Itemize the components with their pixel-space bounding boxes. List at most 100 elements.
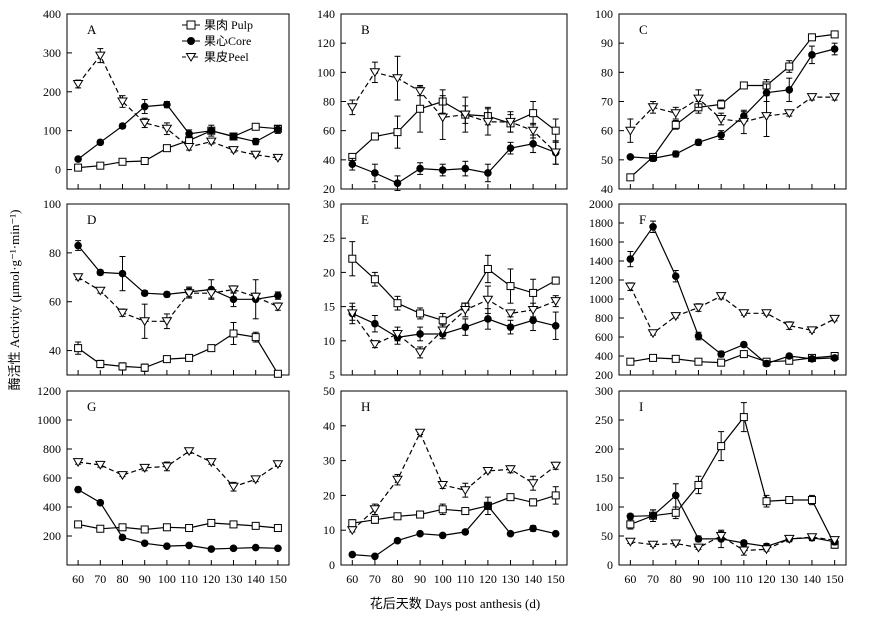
series-line: [352, 312, 556, 339]
data-point-pulp: [551, 491, 560, 500]
series-line: [352, 143, 556, 184]
data-point-core: [529, 139, 537, 148]
y-tick-label: 5: [329, 368, 335, 382]
y-tick-label: 100: [595, 500, 613, 514]
data-point-pulp: [185, 524, 194, 533]
legend-marker-peel: [185, 53, 197, 62]
data-point-core: [96, 268, 105, 277]
data-point-peel: [250, 150, 262, 160]
data-point-peel: [482, 117, 494, 127]
series-peel: [625, 282, 840, 339]
y-tick-label: 400: [43, 7, 61, 21]
y-tick-label: 400: [43, 500, 61, 514]
data-point-peel: [272, 302, 284, 312]
y-tick-label: 1200: [589, 273, 613, 287]
data-point-core: [163, 100, 171, 109]
y-tick-label: 200: [43, 529, 61, 543]
data-point-peel: [459, 306, 471, 315]
data-point-pulp: [438, 505, 447, 514]
x-tick-label: 110: [180, 572, 198, 586]
data-point-core: [140, 289, 149, 297]
x-tick-label: 150: [547, 572, 565, 586]
x-tick-label: 90: [692, 572, 704, 586]
data-point-core: [393, 536, 402, 545]
series-core: [626, 220, 839, 368]
data-point-core: [140, 102, 149, 111]
data-point-pulp: [671, 120, 680, 129]
data-point-pulp: [671, 508, 680, 517]
y-tick-label: 150: [595, 471, 613, 485]
plot-frame: [66, 203, 290, 376]
series-line: [77, 54, 278, 159]
y-tick-label: 800: [43, 442, 61, 456]
data-point-peel: [806, 326, 818, 336]
y-tick-label: 0: [329, 558, 335, 572]
data-point-pulp: [506, 282, 515, 291]
data-point-peel: [250, 475, 262, 485]
data-point-peel: [346, 309, 358, 319]
y-tick-label: 1200: [37, 384, 61, 398]
series-line: [351, 299, 556, 354]
data-point-peel: [761, 545, 772, 555]
data-point-pulp: [649, 353, 658, 362]
data-point-pulp: [739, 350, 748, 359]
y-tick-label: 800: [595, 311, 613, 325]
legend-label-core: 果心Core: [204, 34, 251, 48]
y-tick-label: 50: [323, 384, 335, 398]
data-point-core: [717, 131, 725, 139]
series-line: [78, 126, 278, 169]
panel-i: 0 50 100 150 200 250 300 60 70 80 90 100 110 120 130 14…: [595, 384, 847, 586]
data-point-core: [529, 316, 537, 325]
data-point-pulp: [807, 33, 816, 42]
x-tick-label: 120: [758, 572, 776, 586]
panel-label: H: [361, 399, 370, 414]
data-point-peel: [625, 282, 636, 292]
panel-d: 40 60 80 100 D: [43, 197, 290, 378]
data-point-pulp: [626, 357, 635, 366]
data-point-peel: [647, 103, 659, 113]
data-point-pulp: [717, 442, 726, 451]
series-line: [351, 71, 557, 153]
series-core: [348, 134, 560, 191]
y-tick-label: 15: [323, 300, 335, 314]
data-point-peel: [205, 458, 217, 468]
data-point-peel: [183, 447, 195, 457]
data-point-core: [694, 138, 703, 147]
x-tick-label: 90: [139, 572, 151, 586]
data-point-pulp: [461, 507, 470, 516]
data-point-pulp: [807, 496, 816, 505]
y-tick-label: 300: [595, 384, 613, 398]
data-point-peel: [414, 428, 426, 438]
data-point-peel: [117, 308, 128, 318]
series-peel: [72, 273, 284, 339]
data-point-core: [740, 340, 748, 349]
data-point-core: [118, 269, 127, 278]
data-point-core: [74, 155, 82, 163]
y-tick-label: 30: [323, 454, 335, 468]
data-point-core: [185, 541, 193, 550]
data-point-pulp: [626, 173, 635, 182]
series-line: [77, 489, 278, 550]
data-point-peel: [738, 309, 750, 319]
data-point-core: [506, 144, 515, 152]
data-point-peel: [414, 87, 426, 97]
x-tick-label: 60: [72, 572, 84, 586]
x-tick-label: 70: [647, 572, 659, 586]
data-point-peel: [829, 93, 840, 103]
data-point-peel: [505, 117, 516, 127]
x-tick-label: 140: [247, 572, 265, 586]
data-point-pulp: [118, 362, 127, 371]
data-point-peel: [829, 536, 840, 546]
x-tick-label: 60: [346, 572, 358, 586]
data-point-core: [830, 45, 839, 53]
data-point-peel: [72, 80, 84, 89]
panel-label: F: [639, 212, 646, 227]
y-tick-label: 30: [323, 197, 335, 211]
data-point-peel: [715, 292, 727, 302]
x-tick-label: 110: [457, 572, 475, 586]
data-point-peel: [693, 94, 704, 104]
series-line: [351, 100, 557, 158]
series-pulp: [74, 321, 282, 378]
x-tick-label: 150: [269, 572, 287, 586]
series-line: [351, 431, 557, 531]
